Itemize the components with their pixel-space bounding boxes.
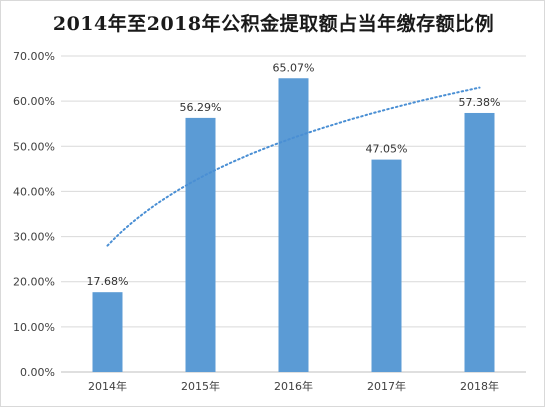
bar-2015年 [185, 117, 216, 372]
data-label: 56.29% [180, 101, 222, 114]
x-tick-label: 2015年 [181, 379, 220, 393]
x-tick-label: 2017年 [367, 379, 406, 393]
y-tick-label: 20.00% [13, 276, 55, 289]
y-tick-label: 40.00% [13, 185, 55, 198]
y-tick-label: 60.00% [13, 95, 55, 108]
y-tick-label: 10.00% [13, 321, 55, 334]
x-tick-label: 2014年 [88, 379, 127, 393]
chart-title: 2014年至2018年公积金提取额占当年缴存额比例 [52, 13, 495, 35]
x-tick-label: 2018年 [460, 379, 499, 393]
bar-2017年 [371, 159, 402, 372]
data-label: 47.05% [366, 143, 408, 156]
y-tick-label: 50.00% [13, 140, 55, 153]
y-tick-label: 30.00% [13, 231, 55, 244]
trendline [106, 86, 481, 247]
data-label: 65.07% [273, 61, 315, 74]
bar-2014年 [92, 292, 123, 372]
data-label: 57.38% [459, 96, 501, 109]
bar-2018年 [464, 112, 495, 373]
bar-2016年 [278, 78, 309, 372]
y-tick-label: 0.00% [20, 366, 55, 379]
y-tick-label: 70.00% [13, 50, 55, 63]
x-tick-label: 2016年 [274, 379, 313, 393]
data-label: 17.68% [87, 275, 129, 288]
